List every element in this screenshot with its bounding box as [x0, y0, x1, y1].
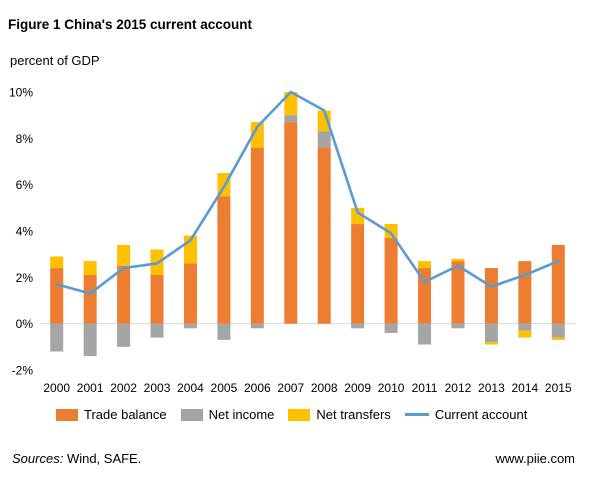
legend-label-trade-balance: Trade balance	[84, 407, 167, 422]
bar-net-transfers	[484, 342, 498, 345]
bar-net-transfers	[284, 92, 298, 116]
x-tick-label: 2007	[277, 381, 304, 395]
bar-net-transfers	[418, 261, 432, 269]
legend-label-net-transfers: Net transfers	[316, 407, 391, 422]
bar-trade-balance	[317, 147, 331, 324]
bar-net-transfers	[384, 224, 398, 238]
bar-net-income	[117, 323, 131, 347]
x-tick-label: 2011	[412, 381, 438, 395]
bar-net-transfers	[317, 110, 331, 132]
x-tick-label: 2002	[110, 381, 137, 395]
x-tick-label: 2000	[43, 381, 70, 395]
x-tick-label: 2010	[378, 381, 405, 395]
bar-trade-balance	[418, 268, 432, 324]
y-axis-unit-label: percent of GDP	[10, 53, 100, 68]
y-tick-label: 0%	[16, 317, 34, 331]
bar-net-income	[317, 131, 331, 148]
site-url: www.piie.com	[495, 451, 575, 466]
legend-item-net-transfers: Net transfers	[288, 407, 391, 422]
bar-net-income	[250, 323, 264, 329]
y-tick-label: 8%	[16, 132, 34, 146]
legend-swatch-trade-balance	[56, 408, 78, 421]
y-tick-label: 10%	[9, 86, 33, 100]
bar-trade-balance	[551, 244, 565, 324]
bar-trade-balance	[484, 268, 498, 324]
bar-trade-balance	[117, 265, 131, 324]
legend-item-net-income: Net income	[180, 407, 275, 422]
legend-item-current-account: Current account	[404, 407, 528, 422]
chart-title: Figure 1 China's 2015 current account	[8, 17, 253, 32]
legend-swatch-current-account	[404, 413, 429, 416]
y-tick-label: 2%	[16, 271, 34, 285]
x-tick-label: 2012	[445, 381, 472, 395]
x-tick-label: 2005	[211, 381, 238, 395]
x-tick-label: 2004	[177, 381, 204, 395]
bar-net-income	[484, 323, 498, 343]
bar-net-income	[83, 323, 97, 357]
bar-net-transfers	[551, 337, 565, 340]
bar-net-transfers	[351, 207, 365, 225]
x-tick-label: 2006	[244, 381, 271, 395]
bar-net-transfers	[250, 122, 264, 148]
bar-trade-balance	[384, 237, 398, 324]
bar-trade-balance	[217, 196, 231, 324]
bar-trade-balance	[351, 224, 365, 324]
bar-net-transfers	[50, 256, 64, 269]
bar-net-income	[150, 323, 164, 338]
legend-swatch-net-income	[180, 408, 203, 421]
bar-net-income	[351, 323, 365, 329]
bar-net-income	[451, 323, 465, 329]
x-tick-label: 2014	[511, 381, 538, 395]
bar-trade-balance	[250, 147, 264, 324]
y-tick-label: -2%	[12, 364, 34, 378]
bar-net-transfers	[117, 244, 131, 266]
bar-net-income	[384, 323, 398, 333]
legend-label-current-account: Current account	[434, 407, 528, 422]
bar-net-income	[183, 323, 197, 329]
y-tick-label: 6%	[16, 178, 34, 192]
bar-trade-balance	[183, 263, 197, 324]
bar-trade-balance	[451, 261, 465, 324]
bar-net-transfers	[83, 261, 97, 276]
bar-trade-balance	[83, 275, 97, 324]
x-tick-label: 2001	[77, 381, 104, 395]
bar-net-income	[518, 323, 532, 331]
x-tick-label: 2013	[478, 381, 505, 395]
legend-label-net-income: Net income	[208, 407, 275, 422]
bar-trade-balance	[150, 275, 164, 324]
bar-net-income	[50, 323, 64, 352]
line-current-account	[55, 90, 560, 295]
bar-net-income	[418, 323, 432, 345]
bar-net-income	[284, 115, 298, 123]
x-tick-label: 2008	[311, 381, 338, 395]
bar-net-transfers	[518, 330, 532, 338]
stacked-bar-chart: -2% 0% 2% 4% 6% 8% 10% 2000 2001 2002 2003 2004 2005…	[9, 86, 575, 395]
bar-net-income	[551, 323, 565, 338]
x-tick-label: 2015	[545, 381, 572, 395]
bar-net-income	[217, 323, 231, 340]
bar-trade-balance	[518, 261, 532, 324]
sources-label: Sources:	[12, 451, 64, 466]
bar-trade-balance	[284, 122, 298, 324]
chart-legend: Trade balance Net income Net transfers C…	[56, 407, 541, 422]
legend-swatch-net-transfers	[288, 408, 311, 421]
sources-note: Sources: Wind, SAFE.	[12, 451, 141, 466]
legend-item-trade-balance: Trade balance	[56, 407, 167, 422]
x-tick-label: 2003	[144, 381, 171, 395]
y-tick-label: 4%	[16, 225, 34, 239]
sources-text: Wind, SAFE.	[66, 451, 142, 466]
bar-trade-balance	[50, 268, 64, 324]
bar-net-transfers	[451, 258, 465, 262]
x-tick-label: 2009	[344, 381, 371, 395]
